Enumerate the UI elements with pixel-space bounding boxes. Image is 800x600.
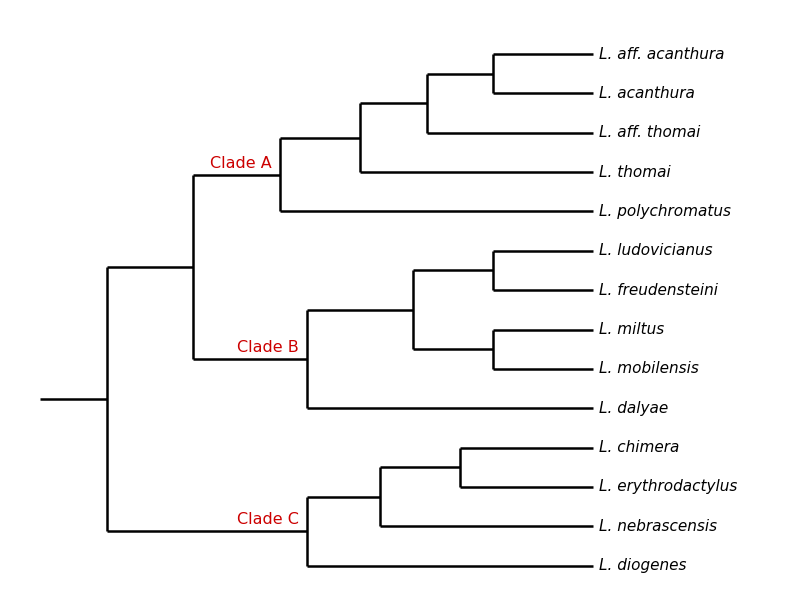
Text: L. ludovicianus: L. ludovicianus <box>598 244 712 259</box>
Text: L. dalyae: L. dalyae <box>598 401 668 416</box>
Text: L. chimera: L. chimera <box>598 440 679 455</box>
Text: L. freudensteini: L. freudensteini <box>598 283 718 298</box>
Text: Clade C: Clade C <box>237 512 298 527</box>
Text: L. nebrascensis: L. nebrascensis <box>598 518 717 533</box>
Text: Clade B: Clade B <box>237 340 298 355</box>
Text: L. mobilensis: L. mobilensis <box>598 361 698 376</box>
Text: L. aff. thomai: L. aff. thomai <box>598 125 700 140</box>
Text: L. diogenes: L. diogenes <box>598 558 686 573</box>
Text: L. thomai: L. thomai <box>598 164 670 179</box>
Text: L. aff. acanthura: L. aff. acanthura <box>598 47 724 62</box>
Text: L. miltus: L. miltus <box>598 322 664 337</box>
Text: L. polychromatus: L. polychromatus <box>598 204 730 219</box>
Text: L. erythrodactylus: L. erythrodactylus <box>598 479 737 494</box>
Text: L. acanthura: L. acanthura <box>598 86 694 101</box>
Text: Clade A: Clade A <box>210 157 272 172</box>
